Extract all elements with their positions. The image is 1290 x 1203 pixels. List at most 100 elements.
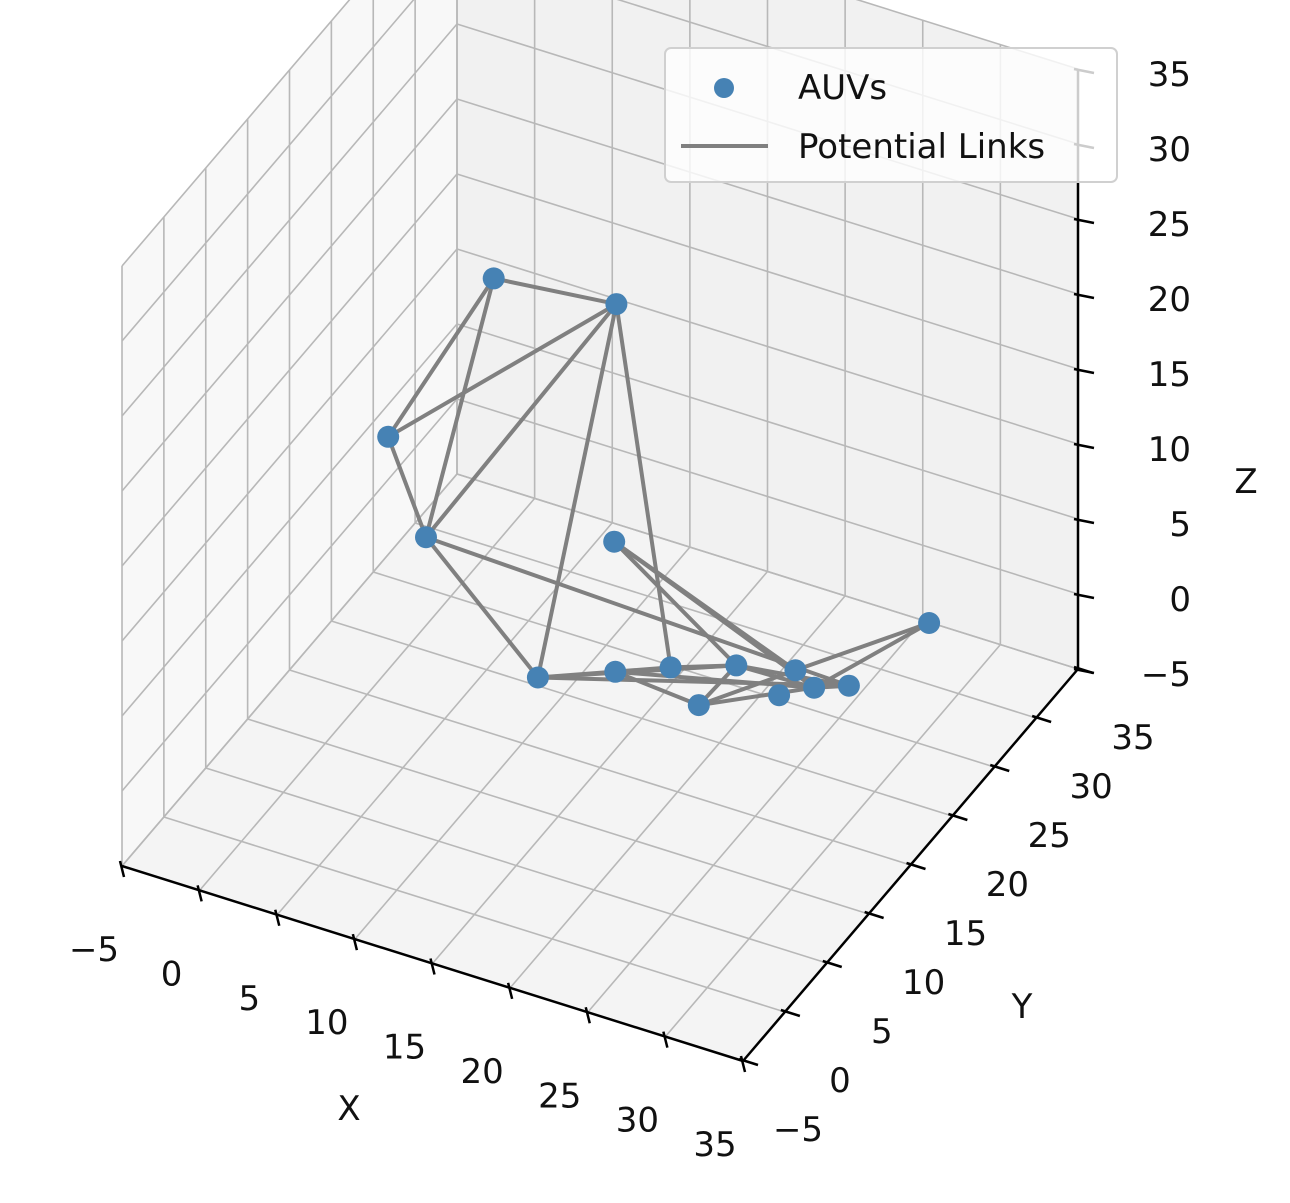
z-tick-label: 15: [1148, 355, 1191, 395]
x-tick-label: 10: [305, 1003, 348, 1043]
grid-line-back-z: [456, 248, 1079, 445]
y-tick-label: −5: [773, 1110, 823, 1150]
legend-auvs-label: AUVs: [798, 68, 887, 108]
z-tick-label: 30: [1148, 130, 1191, 170]
grid-line-back-z: [456, 398, 1079, 595]
z-tick-mark: [1073, 367, 1095, 375]
auv-point: [377, 425, 400, 448]
grid-line-back-z: [855, 0, 1079, 70]
link-line: [424, 535, 540, 680]
link-line: [424, 302, 619, 540]
link-line: [424, 276, 496, 540]
grid-line-floor-y: [205, 767, 827, 964]
link-line: [696, 668, 798, 708]
auv-point: [603, 530, 626, 553]
y-tick-label: 30: [1069, 767, 1112, 807]
link-line: [535, 302, 619, 680]
y-tick-mark: [947, 812, 968, 822]
x-tick-label: 0: [161, 954, 183, 994]
grid-line-left-z: [121, 0, 351, 267]
auv-point: [687, 694, 710, 717]
auv-point: [768, 684, 791, 707]
x-tick-label: 20: [460, 1052, 503, 1092]
auv-point: [605, 293, 628, 316]
link-line: [613, 669, 701, 708]
z-tick-mark: [1073, 592, 1095, 600]
link-line: [793, 621, 932, 673]
y-tick-mark: [989, 763, 1010, 773]
link-line: [491, 276, 619, 307]
y-tick-label: 15: [944, 914, 987, 954]
z-tick-label: 20: [1148, 280, 1191, 320]
z-tick-label: 5: [1169, 505, 1191, 545]
grid-line-floor-y: [247, 718, 869, 915]
auv-point: [784, 659, 807, 682]
x-tick-label: 15: [383, 1028, 426, 1068]
grid-line-left-z: [121, 0, 415, 342]
z-tick-label: 25: [1148, 205, 1191, 245]
y-tick-label: 20: [986, 865, 1029, 905]
y-tick-mark: [738, 1057, 759, 1067]
potential-links: [386, 276, 932, 708]
grid-line-floor-y: [289, 669, 911, 866]
y-tick-label: 35: [1111, 718, 1154, 758]
grid-line-back-z: [456, 473, 1079, 670]
auv-point: [918, 612, 941, 634]
x-tick-mark: [584, 1006, 591, 1024]
y-tick-mark: [1031, 714, 1052, 724]
link-line: [812, 621, 932, 690]
grid-line-back-z: [456, 98, 1079, 295]
link-line: [614, 302, 673, 670]
auv-point: [526, 666, 549, 689]
x-tick-mark: [118, 860, 126, 878]
z-tick-label: 0: [1169, 580, 1191, 620]
link-line: [612, 539, 798, 673]
x-axis-label: X: [337, 1089, 360, 1129]
grid-line-left-z: [121, 473, 458, 867]
x-tick-label: 35: [693, 1125, 736, 1165]
x-tick-label: 25: [538, 1076, 581, 1116]
grid-line-left-z: [121, 398, 458, 792]
grid-line-back-z: [456, 323, 1079, 520]
grid-line-left-z: [121, 98, 458, 492]
auv-point: [604, 660, 627, 683]
y-tick-label: 0: [829, 1061, 851, 1101]
link-line: [386, 302, 619, 439]
link-line: [612, 539, 739, 668]
x-tick-mark: [351, 933, 359, 951]
y-tick-label: 5: [871, 1012, 893, 1052]
y-tick-mark: [906, 861, 926, 871]
grid-line-left-z: [121, 323, 458, 717]
z-tick-mark: [1073, 292, 1095, 300]
grid-line-left-z: [121, 23, 458, 417]
link-line: [386, 276, 496, 439]
grid-line-left-z: [121, 173, 458, 567]
legend-auvs-marker-icon: [714, 78, 734, 98]
x-tick-label: −5: [69, 930, 119, 970]
link-line: [386, 434, 428, 540]
auv-point: [803, 676, 826, 699]
x-tick-mark: [662, 1031, 669, 1048]
legend-box: [664, 47, 1118, 183]
legend-links-label: Potential Links: [798, 127, 1045, 167]
y-tick-label: 10: [902, 963, 945, 1003]
link-line: [696, 685, 817, 708]
auv-point: [837, 674, 860, 697]
z-tick-label: −5: [1141, 655, 1191, 695]
x-tick-mark: [274, 909, 281, 927]
auv-point: [725, 654, 748, 677]
z-tick-mark: [1073, 667, 1095, 675]
grid-line-left-z: [121, 248, 458, 642]
z-tick-label: 10: [1148, 430, 1191, 470]
auv-point: [415, 526, 437, 549]
grid-line-floor-y: [163, 816, 786, 1013]
z-tick-mark: [1073, 517, 1095, 525]
x-tick-label: 30: [616, 1101, 659, 1141]
auv-point: [659, 656, 682, 679]
x-tick-label: 5: [238, 979, 260, 1019]
y-axis-label: Y: [1011, 987, 1033, 1027]
y-tick-mark: [864, 910, 885, 920]
y-tick-mark: [780, 1008, 801, 1018]
